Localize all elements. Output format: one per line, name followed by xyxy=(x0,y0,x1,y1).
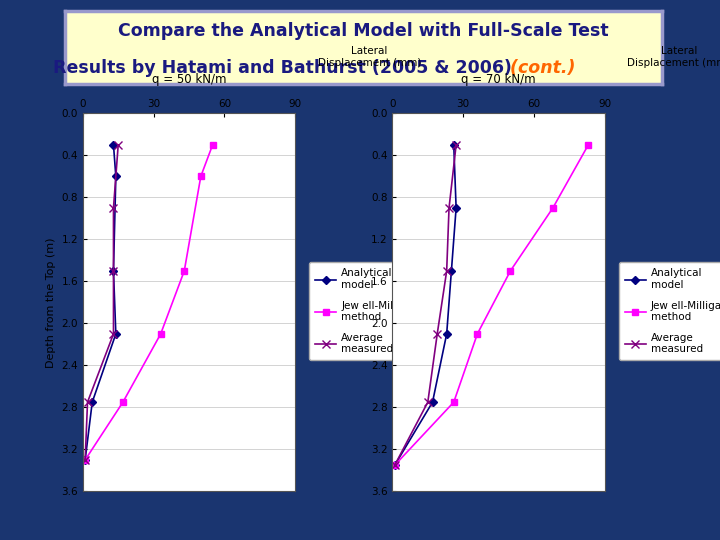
Jew ell-Milligan
method xyxy=(81,457,89,463)
Jew ell-Milligan
method xyxy=(197,173,205,180)
Analytical
model xyxy=(88,399,96,406)
Analytical
model xyxy=(109,268,118,274)
Average
measured xyxy=(109,268,118,274)
Jew ell-Milligan
method xyxy=(180,268,189,274)
Text: Compare the Analytical Model with Full-Scale Test: Compare the Analytical Model with Full-S… xyxy=(118,22,609,40)
Title: q = 70 kN/m: q = 70 kN/m xyxy=(462,73,536,86)
Text: Lateral
Displacement (mm): Lateral Displacement (mm) xyxy=(318,46,421,68)
Analytical
model xyxy=(112,173,120,180)
Text: (cont.): (cont.) xyxy=(504,59,575,77)
Average
measured xyxy=(114,141,122,148)
Analytical
model xyxy=(109,141,118,148)
Line: Analytical
model: Analytical model xyxy=(82,142,119,463)
Text: Lateral
Displacement (mm): Lateral Displacement (mm) xyxy=(627,46,720,68)
Average
measured xyxy=(109,205,118,211)
Legend: Analytical
model, Jew ell-Milligan
method, Average
measured: Analytical model, Jew ell-Milligan metho… xyxy=(618,262,720,360)
Analytical
model xyxy=(112,330,120,337)
Jew ell-Milligan
method xyxy=(208,141,217,148)
Average
measured xyxy=(84,399,92,406)
Jew ell-Milligan
method xyxy=(156,330,165,337)
Average
measured xyxy=(109,330,118,337)
Text: Results by Hatami and Bathurst (2005 & 2006): Results by Hatami and Bathurst (2005 & 2… xyxy=(53,59,513,77)
Jew ell-Milligan
method xyxy=(119,399,127,406)
Legend: Analytical
model, Jew ell-Milligan
method, Average
measured: Analytical model, Jew ell-Milligan metho… xyxy=(309,262,426,360)
Average
measured xyxy=(81,457,89,463)
Line: Jew ell-Milligan
method: Jew ell-Milligan method xyxy=(81,141,216,463)
Y-axis label: Depth from the Top (m): Depth from the Top (m) xyxy=(46,237,55,368)
Line: Average
measured: Average measured xyxy=(81,141,122,464)
Analytical
model xyxy=(81,457,89,463)
Title: q = 50 kN/m: q = 50 kN/m xyxy=(152,73,226,86)
